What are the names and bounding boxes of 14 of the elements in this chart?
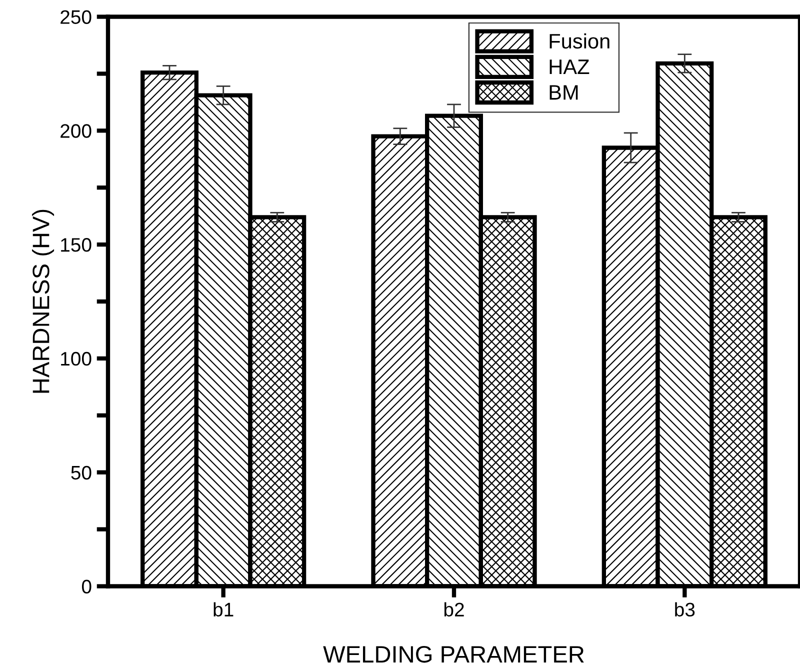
y-tick-label: 50 (71, 466, 92, 480)
legend-label: HAZ (550, 60, 590, 74)
x-tick-label: b3 (675, 602, 695, 617)
y-tick-label: 200 (60, 124, 92, 138)
x-axis-title: WELDING PARAMETER (323, 646, 584, 663)
y-tick-label: 0 (82, 580, 92, 594)
x-tick-label: b2 (444, 602, 464, 617)
y-tick-label: 100 (61, 352, 92, 366)
legend-label: Fusion (550, 33, 610, 49)
x-tick-label: b1 (214, 602, 234, 617)
y-axis-title: HARDNESS (HV) (32, 210, 54, 393)
legend-label: BM (550, 85, 578, 100)
y-tick-label: 250 (60, 10, 92, 24)
y-tick-label: 150 (61, 238, 92, 252)
